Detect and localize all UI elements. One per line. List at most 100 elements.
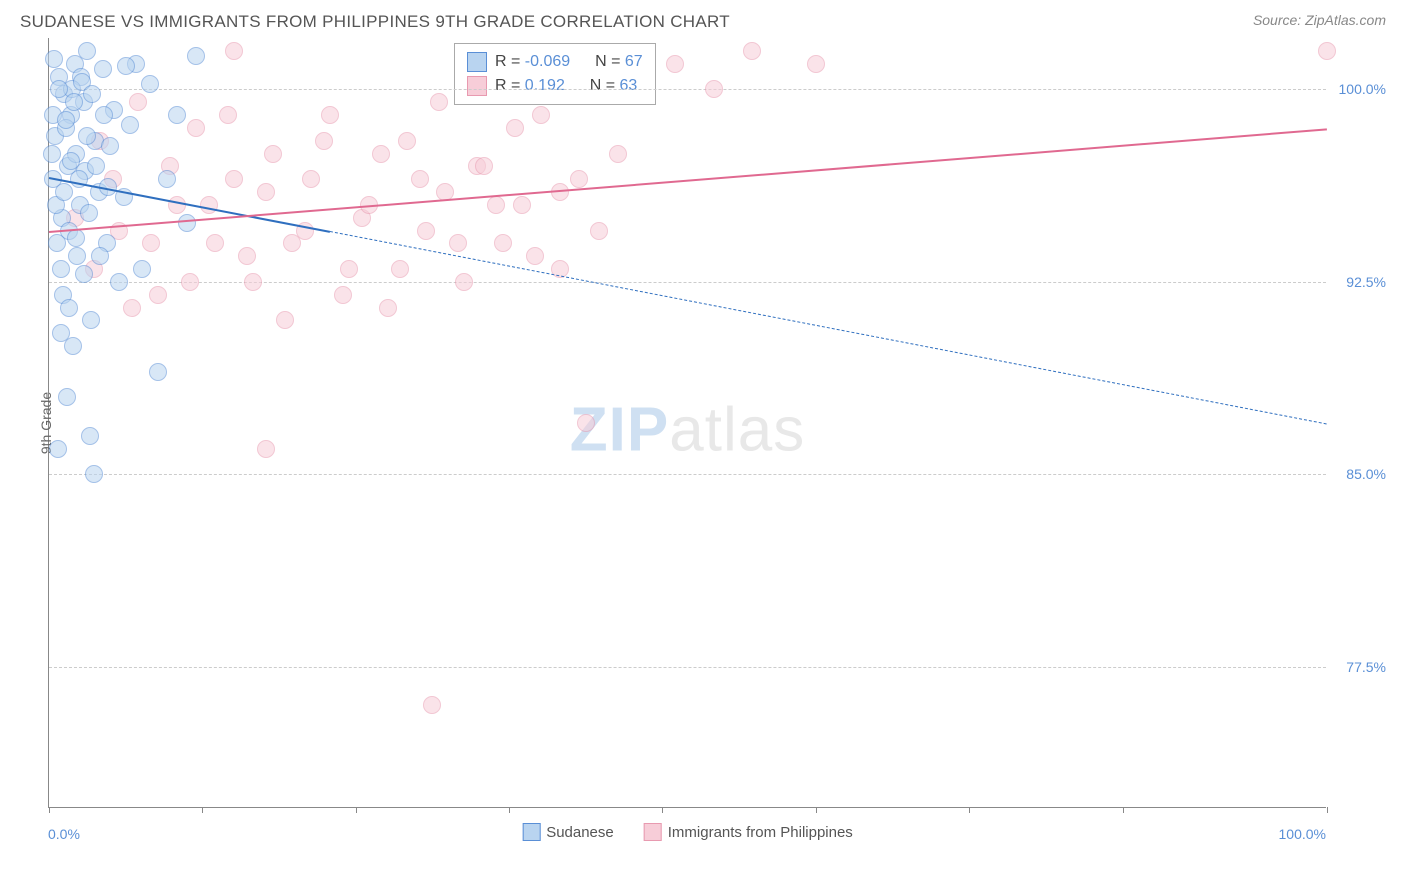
- data-point: [82, 311, 100, 329]
- data-point: [475, 157, 493, 175]
- legend-swatch: [467, 76, 487, 96]
- data-point: [449, 234, 467, 252]
- data-point: [142, 234, 160, 252]
- x-axis-max-label: 100.0%: [1279, 826, 1326, 842]
- chart-title: SUDANESE VS IMMIGRANTS FROM PHILIPPINES …: [20, 12, 730, 32]
- legend-n: N = 63: [590, 74, 638, 98]
- trend-line: [330, 231, 1327, 424]
- data-point: [411, 170, 429, 188]
- data-point: [200, 196, 218, 214]
- source-attribution: Source: ZipAtlas.com: [1253, 12, 1386, 28]
- data-point: [45, 50, 63, 68]
- data-point: [81, 427, 99, 445]
- data-point: [225, 42, 243, 60]
- grid-line: [49, 474, 1326, 475]
- data-point: [526, 247, 544, 265]
- data-point: [78, 127, 96, 145]
- data-point: [85, 465, 103, 483]
- y-tick-label: 100.0%: [1339, 81, 1386, 97]
- data-point: [117, 57, 135, 75]
- data-point: [315, 132, 333, 150]
- data-point: [276, 311, 294, 329]
- data-point: [49, 440, 67, 458]
- data-point: [705, 80, 723, 98]
- data-point: [50, 80, 68, 98]
- data-point: [168, 106, 186, 124]
- data-point: [101, 137, 119, 155]
- data-point: [264, 145, 282, 163]
- data-point: [68, 247, 86, 265]
- data-point: [121, 116, 139, 134]
- stats-legend: R = -0.069 N = 67R = 0.192 N = 63: [454, 43, 656, 105]
- grid-line: [49, 282, 1326, 283]
- data-point: [80, 204, 98, 222]
- chart-container: 9th Grade ZIPatlas R = -0.069 N = 67R = …: [48, 38, 1386, 838]
- data-point: [129, 93, 147, 111]
- data-point: [487, 196, 505, 214]
- plot-area: 9th Grade ZIPatlas R = -0.069 N = 67R = …: [48, 38, 1326, 808]
- data-point: [494, 234, 512, 252]
- data-point: [110, 273, 128, 291]
- data-point: [149, 363, 167, 381]
- data-point: [423, 696, 441, 714]
- data-point: [60, 299, 78, 317]
- grid-line: [49, 667, 1326, 668]
- source-link[interactable]: ZipAtlas.com: [1305, 12, 1386, 28]
- data-point: [334, 286, 352, 304]
- data-point: [78, 42, 96, 60]
- data-point: [430, 93, 448, 111]
- data-point: [743, 42, 761, 60]
- data-point: [65, 93, 83, 111]
- data-point: [52, 260, 70, 278]
- source-prefix: Source:: [1253, 12, 1305, 28]
- data-point: [513, 196, 531, 214]
- data-point: [257, 183, 275, 201]
- data-point: [133, 260, 151, 278]
- data-point: [379, 299, 397, 317]
- data-point: [43, 145, 61, 163]
- data-point: [87, 157, 105, 175]
- data-point: [244, 273, 262, 291]
- data-point: [55, 183, 73, 201]
- data-point: [95, 106, 113, 124]
- data-point: [57, 111, 75, 129]
- legend-row: R = 0.192 N = 63: [467, 74, 643, 98]
- legend-swatch: [467, 52, 487, 72]
- data-point: [577, 414, 595, 432]
- data-point: [178, 214, 196, 232]
- data-point: [181, 273, 199, 291]
- data-point: [158, 170, 176, 188]
- data-point: [1318, 42, 1336, 60]
- data-point: [83, 85, 101, 103]
- header: SUDANESE VS IMMIGRANTS FROM PHILIPPINES …: [0, 0, 1406, 38]
- data-point: [58, 388, 76, 406]
- legend-r: R = 0.192: [495, 74, 565, 98]
- data-point: [590, 222, 608, 240]
- data-point: [283, 234, 301, 252]
- data-point: [570, 170, 588, 188]
- x-axis-labels: 0.0% 100.0%: [48, 808, 1386, 838]
- data-point: [506, 119, 524, 137]
- data-point: [94, 60, 112, 78]
- data-point: [807, 55, 825, 73]
- data-point: [187, 119, 205, 137]
- data-point: [372, 145, 390, 163]
- y-tick-label: 77.5%: [1346, 659, 1386, 675]
- data-point: [340, 260, 358, 278]
- data-point: [149, 286, 167, 304]
- data-point: [123, 299, 141, 317]
- data-point: [302, 170, 320, 188]
- legend-r: R = -0.069: [495, 50, 570, 74]
- data-point: [455, 273, 473, 291]
- data-point: [321, 106, 339, 124]
- data-point: [91, 247, 109, 265]
- data-point: [67, 229, 85, 247]
- watermark: ZIPatlas: [570, 394, 805, 465]
- data-point: [62, 152, 80, 170]
- grid-line: [49, 89, 1326, 90]
- data-point: [609, 145, 627, 163]
- x-axis-min-label: 0.0%: [48, 826, 80, 842]
- data-point: [206, 234, 224, 252]
- data-point: [398, 132, 416, 150]
- data-point: [141, 75, 159, 93]
